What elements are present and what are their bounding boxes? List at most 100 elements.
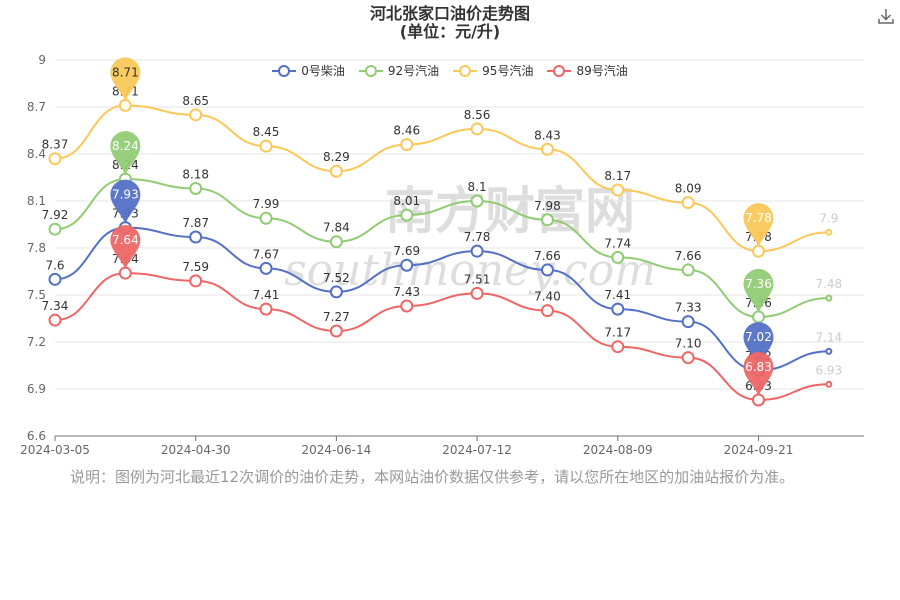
series-line <box>54 272 829 401</box>
legend-item[interactable]: 92号汽油 <box>358 62 440 79</box>
data-label: 7.41 <box>604 288 631 302</box>
data-label: 7.87 <box>182 216 209 230</box>
data-label: 7.17 <box>604 326 631 340</box>
data-label: 7.41 <box>253 288 280 302</box>
data-point <box>540 142 554 156</box>
extreme-pin-label: 7.36 <box>745 277 772 291</box>
y-tick-label: 9 <box>38 53 46 67</box>
data-label: 7.67 <box>253 247 280 261</box>
data-point <box>681 351 695 365</box>
data-label: 8.17 <box>604 169 631 183</box>
data-label: 7.34 <box>42 299 69 313</box>
data-label: 7.74 <box>604 236 631 250</box>
data-point <box>681 315 695 329</box>
data-label: 6.93 <box>815 363 842 377</box>
chart-title-line1: 河北张家口油价走势图 <box>369 4 530 23</box>
series-line <box>54 104 829 253</box>
data-label: 7.51 <box>464 272 491 286</box>
data-point <box>825 380 833 388</box>
data-point <box>259 302 273 316</box>
data-point <box>48 272 62 286</box>
data-point <box>118 266 132 280</box>
watermark-cn: 南方财富网 <box>385 182 635 240</box>
data-label: 7.9 <box>819 211 838 225</box>
legend-label: 89号汽油 <box>576 64 628 78</box>
data-point <box>329 324 343 338</box>
data-label: 7.59 <box>182 260 209 274</box>
extreme-pin <box>110 225 141 270</box>
data-label: 8.1 <box>468 180 487 194</box>
y-tick-label: 7.2 <box>27 335 46 349</box>
data-label: 8.43 <box>534 128 561 142</box>
extreme-pin <box>110 179 141 224</box>
data-point <box>189 230 203 244</box>
data-label: 7.14 <box>815 330 842 344</box>
data-point <box>825 347 833 355</box>
data-label: 7.66 <box>534 249 561 263</box>
extreme-pin-label: 8.71 <box>112 65 139 79</box>
extreme-pin-label: 7.78 <box>745 211 772 225</box>
data-point <box>48 222 62 236</box>
data-point <box>400 258 414 272</box>
chart-title-line2: (单位：元/升) <box>399 22 501 41</box>
data-point <box>470 286 484 300</box>
legend-marker <box>358 64 383 78</box>
download-icon[interactable] <box>876 6 896 26</box>
data-point <box>48 313 62 327</box>
data-label: 7.98 <box>534 199 561 213</box>
data-point <box>825 228 833 236</box>
data-label: 7.92 <box>42 208 69 222</box>
data-label: 8.37 <box>42 138 69 152</box>
data-label: 7.69 <box>393 244 420 258</box>
x-tick-label: 2024-04-30 <box>161 443 231 457</box>
data-point <box>681 263 695 277</box>
data-point <box>329 164 343 178</box>
data-label: 7.43 <box>393 285 420 299</box>
y-tick-label: 8.7 <box>27 100 46 114</box>
legend: 0号柴油 92号汽油 95号汽油 89号汽油 <box>0 62 900 79</box>
legend-label: 95号汽油 <box>482 64 534 78</box>
data-point <box>751 244 765 258</box>
y-tick-label: 8.4 <box>27 147 46 161</box>
legend-label: 92号汽油 <box>387 64 440 78</box>
data-point <box>470 244 484 258</box>
legend-item[interactable]: 95号汽油 <box>453 62 533 79</box>
legend-item[interactable]: 0号柴油 <box>272 62 345 79</box>
extreme-pin-label: 7.93 <box>112 188 139 202</box>
data-label: 7.6 <box>45 258 64 272</box>
data-point <box>400 208 414 222</box>
data-label: 7.99 <box>253 197 280 211</box>
data-label: 8.09 <box>675 182 702 196</box>
data-label: 8.46 <box>393 124 420 138</box>
chart-note: 说明：图例为河北最近12次调价的油价走势，本网站油价数据仅供参考，请以您所在地区… <box>70 468 795 486</box>
data-point <box>400 138 414 152</box>
extreme-pin <box>110 131 141 176</box>
data-point <box>540 263 554 277</box>
y-tick-label: 6.6 <box>27 429 46 443</box>
watermark: 南方财富网 southmoney.com <box>284 182 656 296</box>
data-label: 8.45 <box>253 125 280 139</box>
data-label: 8.56 <box>464 108 491 122</box>
data-point <box>259 261 273 275</box>
extreme-pin <box>743 203 774 248</box>
data-point <box>189 181 203 195</box>
extreme-markers: 7.93 7.02 8.24 7.36 8.71 7.78 7.64 6.83 <box>110 57 774 396</box>
extreme-pin <box>743 322 774 367</box>
x-tick-label: 2024-03-05 <box>20 443 90 457</box>
data-label: 7.52 <box>323 271 350 285</box>
data-point <box>681 196 695 210</box>
data-label: 7.40 <box>534 290 561 304</box>
legend-marker <box>272 64 297 78</box>
extreme-pin <box>110 57 141 102</box>
data-label: 7.48 <box>815 277 842 291</box>
x-tick-label: 2024-09-21 <box>724 443 794 457</box>
data-label: 7.10 <box>675 337 702 351</box>
x-tick-label: 2024-08-09 <box>583 443 653 457</box>
extreme-pin-label: 8.24 <box>112 139 139 153</box>
legend-item[interactable]: 89号汽油 <box>547 62 628 79</box>
extreme-pin <box>743 268 774 313</box>
x-tick-label: 2024-06-14 <box>302 443 372 457</box>
data-point <box>329 235 343 249</box>
data-point <box>118 98 132 112</box>
data-point <box>329 285 343 299</box>
